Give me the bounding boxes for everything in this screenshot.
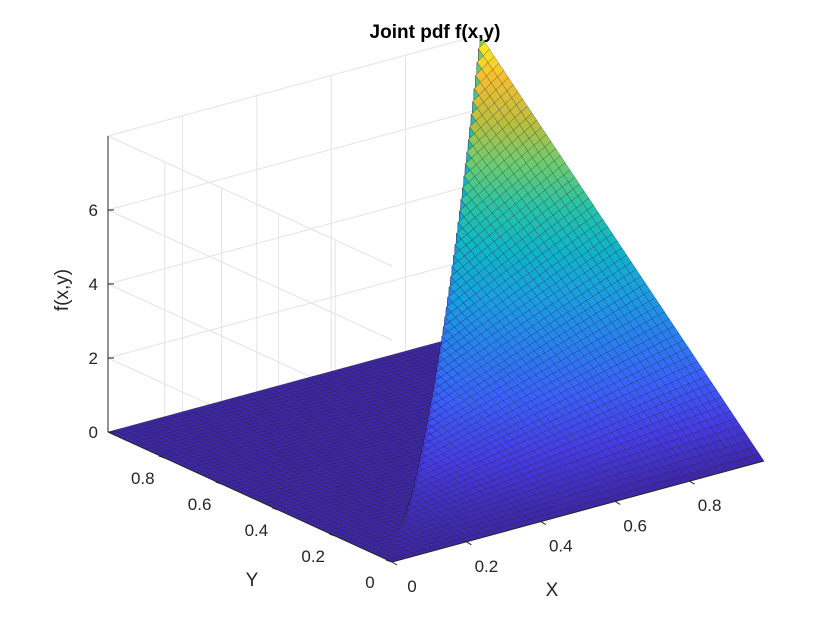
x-tick-label: 0.2 (475, 557, 499, 576)
x-tick-mark (391, 561, 398, 566)
x-tick-mark (466, 541, 472, 546)
grid-line (107, 256, 481, 359)
grid-line (107, 108, 481, 211)
x-tick-mark (614, 500, 621, 505)
x-tick-label: 0.4 (549, 537, 573, 556)
y-tick-label: 0.8 (131, 469, 155, 488)
y-tick-label: 0.4 (245, 521, 269, 540)
x-axis-label: X (546, 580, 559, 601)
y-tick-mark (215, 481, 222, 485)
x-axis-line (391, 460, 765, 563)
x-tick-label: 0 (407, 577, 416, 596)
x-tick-label: 0.6 (623, 516, 647, 535)
x-tick-mark (689, 480, 695, 485)
z-tick-label: 4 (89, 275, 98, 294)
z-tick-label: 2 (89, 349, 98, 368)
surface-mesh (107, 34, 765, 563)
y-tick-mark (329, 533, 336, 537)
tick-labels: 0 0.2 0.4 0.6 0.8 0 0.2 0.4 0.6 0.8 0 2 4 6 (89, 201, 722, 596)
y-tick-label: 0 (365, 573, 374, 592)
chart-title: Joint pdf f(x,y) (370, 22, 501, 43)
z-tick-label: 0 (89, 423, 98, 442)
y-tick-label: 0.6 (188, 495, 212, 514)
z-tick-label: 6 (89, 201, 98, 220)
grid-line (107, 34, 481, 137)
y-axis-label: Y (246, 570, 259, 591)
x-tick-mark (540, 521, 547, 526)
grid-line (107, 135, 393, 267)
y-tick-mark (272, 507, 279, 511)
y-tick-mark (158, 455, 165, 459)
grid-line (107, 182, 481, 285)
axes-lines (107, 136, 765, 566)
grid-line (107, 209, 393, 341)
y-axis-line (107, 431, 393, 563)
z-axis-label: f(x,y) (52, 269, 73, 311)
y-tick-mark (385, 559, 393, 563)
y-tick-label: 0.2 (301, 547, 325, 566)
x-tick-label: 0.8 (698, 496, 722, 515)
